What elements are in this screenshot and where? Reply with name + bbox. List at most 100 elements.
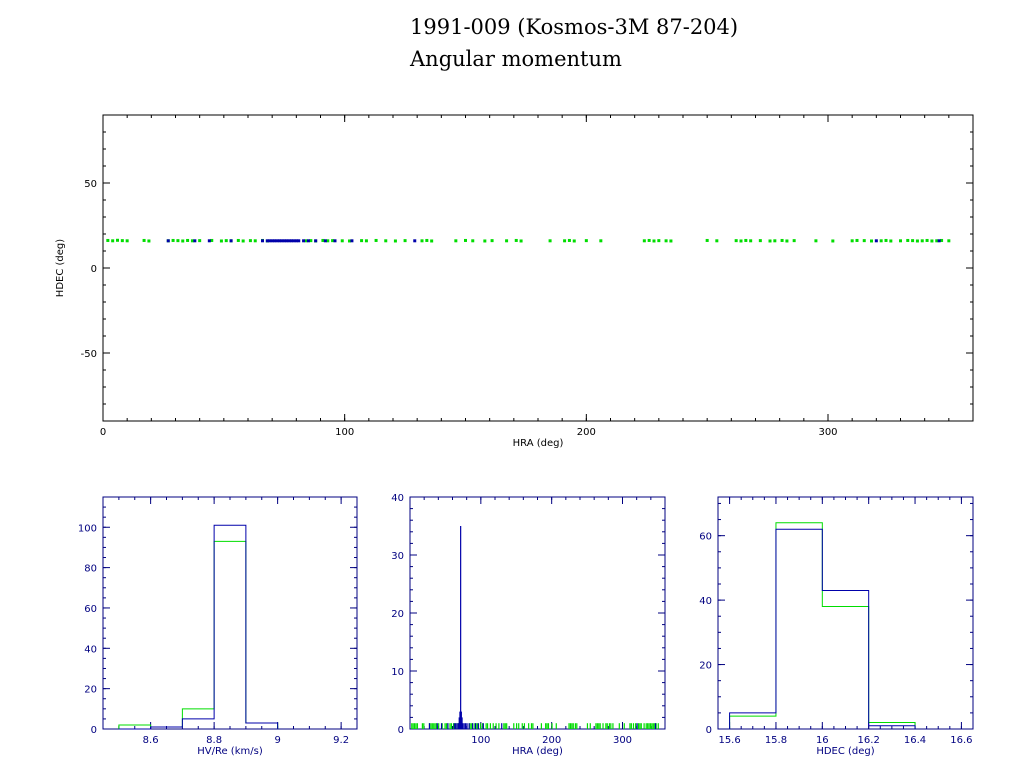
scatter-point	[120, 239, 124, 243]
histogram-series-0	[411, 723, 659, 729]
scatter-point	[814, 239, 818, 243]
y-tick-label: 60	[699, 532, 712, 543]
plot-frame	[409, 496, 666, 730]
scatter-point	[265, 239, 269, 243]
scatter-point	[884, 238, 888, 242]
scatter-point	[273, 239, 277, 243]
scatter-point	[193, 239, 197, 243]
scatter-point	[306, 239, 310, 243]
x-tick-label: 300	[613, 735, 632, 746]
histogram-series-1	[428, 526, 657, 729]
scatter-point	[331, 239, 335, 243]
scatter-point	[870, 239, 873, 243]
scatter-point	[309, 239, 313, 243]
plot-frame	[717, 496, 974, 730]
scatter-point	[652, 239, 656, 243]
scatter-point	[425, 238, 429, 242]
scatter-point	[171, 238, 175, 242]
scatter-point	[275, 239, 279, 243]
scatter-point	[219, 239, 223, 243]
y-tick-label: 20	[391, 609, 404, 620]
scatter-point	[584, 239, 588, 243]
scatter-point	[642, 239, 646, 243]
scatter-point	[340, 239, 344, 243]
scatter-point	[348, 239, 351, 243]
scatter-point	[669, 239, 673, 243]
scatter-point	[285, 239, 289, 243]
scatter-point	[768, 239, 772, 243]
scatter-point	[454, 239, 458, 243]
scatter-point	[483, 239, 487, 243]
scatter-point	[229, 239, 233, 243]
scatter-point	[280, 239, 284, 243]
x-tick-label: 100	[471, 735, 490, 746]
scatter-point	[889, 239, 893, 243]
scatter-point	[241, 239, 245, 243]
scatter-point	[664, 239, 668, 243]
x-tick-label: 15.8	[765, 735, 787, 746]
scatter-point	[567, 238, 571, 242]
histogram-series-1	[118, 524, 279, 730]
scatter-series-0	[106, 238, 951, 243]
scatter-point	[147, 239, 151, 243]
x-axis-label: HDEC (deg)	[816, 746, 874, 757]
scatter-point	[302, 239, 306, 243]
scatter-point	[930, 239, 934, 243]
scatter-point	[111, 239, 115, 243]
y-tick-label: 40	[699, 596, 712, 607]
scatter-point	[224, 239, 228, 243]
x-axis-label: HRA (deg)	[512, 746, 563, 757]
scatter-point	[270, 239, 274, 243]
scatter-point	[705, 238, 709, 242]
scatter-point	[297, 239, 301, 243]
y-tick-label: 80	[84, 564, 97, 575]
y-tick-label: 30	[391, 551, 404, 562]
x-axis-label: HV/Re (km/s)	[197, 746, 263, 757]
scatter-point	[364, 239, 368, 243]
scatter-point	[780, 238, 784, 242]
scatter-point	[734, 239, 738, 243]
y-tick-label: 20	[699, 661, 712, 672]
histogram-series-1	[729, 528, 916, 729]
x-tick-label: 16.2	[858, 735, 880, 746]
scatter-point	[937, 239, 941, 243]
scatter-point	[333, 239, 337, 243]
scatter-point	[785, 239, 789, 243]
x-tick-label: 0	[100, 427, 106, 438]
scatter-point	[413, 239, 417, 243]
scatter-point	[268, 239, 272, 243]
scatter-point	[935, 239, 939, 243]
scatter-point	[384, 239, 388, 243]
scatter-point	[207, 239, 211, 243]
scatter-point	[314, 239, 318, 243]
scatter-point	[323, 239, 327, 243]
scatter-point	[350, 239, 354, 243]
histogram-series-0	[118, 540, 279, 729]
x-tick-label: 8.6	[143, 735, 159, 746]
y-tick-label: 20	[84, 685, 97, 696]
y-tick-label: 0	[91, 725, 97, 736]
scatter-point	[773, 239, 777, 243]
scatter-series-1	[166, 239, 941, 243]
scatter-point	[403, 239, 407, 243]
x-tick-label: 100	[335, 427, 354, 438]
scatter-point	[176, 239, 180, 243]
scatter-point	[181, 239, 185, 243]
scatter-point	[304, 239, 308, 243]
scatter-point	[514, 238, 518, 242]
scatter-point	[906, 238, 910, 242]
scatter-point	[374, 238, 378, 242]
scatter-point	[210, 238, 214, 242]
x-tick-label: 200	[542, 735, 561, 746]
x-tick-label: 16.6	[950, 735, 972, 746]
scatter-point	[899, 239, 902, 243]
x-tick-label: 15.6	[718, 735, 740, 746]
panel-0: 0 100 200 300 -50 0 50 HRA (deg) HDEC (deg)	[55, 114, 974, 449]
y-tick-label: 50	[84, 179, 97, 190]
chart-title: 1991-009 (Kosmos-3M 87-204)	[410, 15, 739, 39]
scatter-point	[505, 239, 509, 243]
scatter-point	[290, 239, 293, 243]
scatter-point	[940, 238, 944, 242]
scatter-point	[855, 238, 859, 242]
scatter-point	[947, 239, 951, 243]
